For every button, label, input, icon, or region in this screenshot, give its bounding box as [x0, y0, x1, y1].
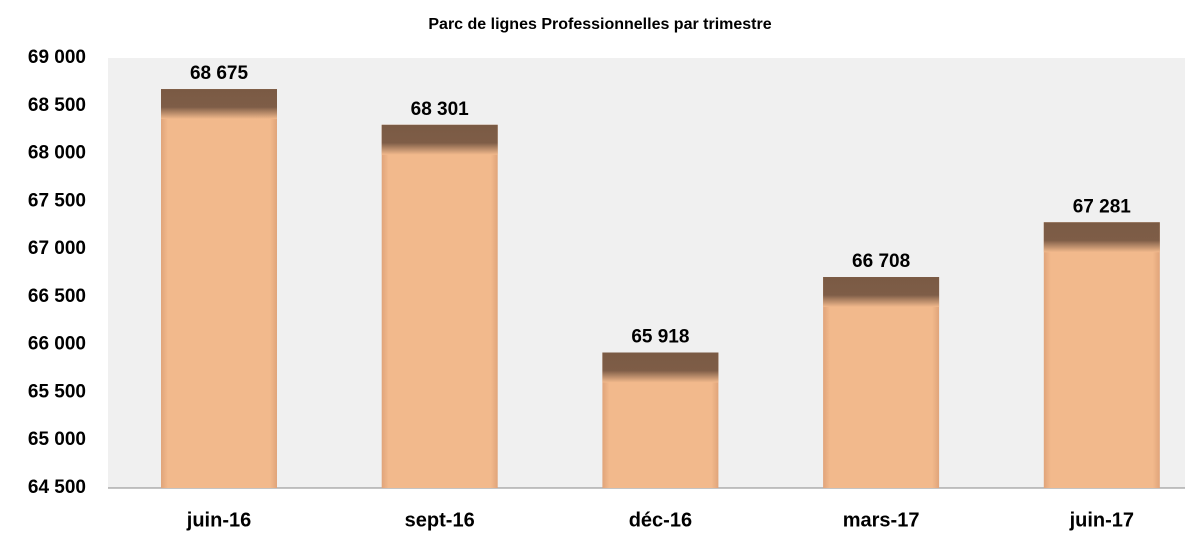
x-tick-label: juin-16: [186, 509, 251, 531]
value-label: 68 301: [411, 99, 470, 120]
value-label: 67 281: [1073, 196, 1132, 217]
bar-cap: [381, 124, 498, 155]
bar-cap: [1043, 222, 1160, 253]
bar-cap: [161, 89, 277, 120]
y-tick-label: 66 500: [28, 286, 86, 307]
bar: [1043, 222, 1160, 488]
y-tick-label: 67 000: [28, 238, 86, 259]
bar: [823, 277, 940, 488]
x-tick-label: juin-17: [1069, 509, 1134, 531]
x-tick-label: mars-17: [843, 509, 920, 531]
bar: [381, 124, 498, 488]
y-tick-label: 64 500: [28, 477, 86, 498]
bar: [161, 89, 277, 489]
y-tick-label: 68 000: [28, 143, 86, 164]
value-label: 68 675: [190, 63, 249, 84]
y-tick-label: 65 000: [28, 429, 86, 450]
value-label: 65 918: [631, 327, 689, 348]
y-tick-label: 65 500: [28, 381, 86, 402]
y-tick-label: 68 500: [28, 95, 86, 116]
y-tick-label: 69 000: [28, 47, 86, 68]
value-label: 66 708: [852, 251, 910, 272]
y-tick-label: 67 500: [28, 190, 86, 211]
chart-title: Parc de lignes Professionnelles par trim…: [428, 16, 771, 33]
x-tick-label: déc-16: [629, 509, 692, 531]
bar-cap: [602, 352, 719, 383]
x-tick-label: sept-16: [405, 509, 475, 531]
bar-cap: [823, 277, 940, 308]
y-tick-label: 66 000: [28, 334, 86, 355]
